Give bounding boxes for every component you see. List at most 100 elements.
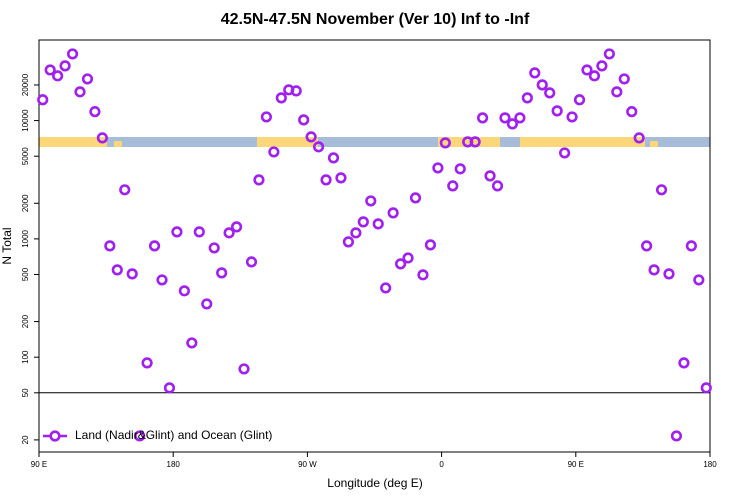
point xyxy=(588,70,601,82)
point xyxy=(66,48,79,60)
point xyxy=(104,240,116,252)
point xyxy=(201,298,213,310)
point xyxy=(223,227,235,239)
point xyxy=(52,70,64,82)
point xyxy=(230,221,243,233)
point xyxy=(335,172,347,184)
point xyxy=(641,240,653,252)
point xyxy=(573,94,586,106)
point xyxy=(186,337,198,349)
point xyxy=(44,64,56,76)
x-tick-label: 180 xyxy=(167,460,181,469)
point xyxy=(499,112,511,124)
point xyxy=(193,226,205,238)
point xyxy=(394,258,407,270)
point xyxy=(81,73,94,85)
y-axis-label: N Total xyxy=(0,227,14,264)
point xyxy=(156,274,168,286)
point xyxy=(626,106,638,118)
point xyxy=(581,64,593,76)
point xyxy=(37,94,49,106)
x-axis-label: Longitude (deg E) xyxy=(327,476,422,490)
point xyxy=(514,112,526,124)
point xyxy=(171,226,183,238)
point xyxy=(603,48,615,60)
point xyxy=(477,112,489,124)
point xyxy=(387,207,399,219)
point xyxy=(618,73,630,85)
point xyxy=(320,174,332,186)
point xyxy=(312,141,325,153)
point xyxy=(447,180,459,192)
y-tick-label: 5000 xyxy=(21,147,30,165)
point xyxy=(409,192,422,204)
land-ocean-strip xyxy=(39,137,710,147)
y-tick-label: 1000 xyxy=(21,229,30,247)
point xyxy=(134,430,146,442)
point xyxy=(238,363,250,375)
point xyxy=(424,239,437,251)
point xyxy=(544,87,556,99)
point xyxy=(357,216,369,228)
point xyxy=(126,268,138,280)
point xyxy=(372,218,384,230)
point xyxy=(566,111,578,123)
point xyxy=(648,264,660,276)
point xyxy=(559,147,571,159)
point xyxy=(327,152,340,164)
point xyxy=(529,67,541,79)
x-tick-label: 180 xyxy=(703,460,717,469)
point xyxy=(119,184,131,196)
point xyxy=(141,357,153,369)
point xyxy=(208,242,220,254)
y-tick-label: 10000 xyxy=(21,109,30,132)
point xyxy=(111,264,123,276)
point xyxy=(402,252,414,264)
point xyxy=(536,79,548,91)
point xyxy=(521,92,533,104)
point xyxy=(693,274,705,286)
point xyxy=(491,180,504,192)
point xyxy=(454,163,466,175)
point xyxy=(551,105,563,117)
point xyxy=(439,137,451,149)
point xyxy=(216,267,228,279)
point xyxy=(305,131,317,143)
point xyxy=(380,282,392,294)
point xyxy=(298,114,310,126)
point xyxy=(655,184,668,196)
point xyxy=(89,106,101,118)
legend-label: Land (Nadir&Glint) and Ocean (Glint) xyxy=(75,428,272,442)
point xyxy=(506,118,519,130)
point xyxy=(700,382,712,394)
point xyxy=(268,146,280,158)
plot-frame xyxy=(38,39,711,453)
x-tick-label: 90 W xyxy=(298,460,317,469)
point xyxy=(633,132,645,144)
y-tick-label: 20000 xyxy=(21,73,30,96)
legend-marker xyxy=(49,430,61,442)
x-tick-label: 0 xyxy=(439,460,444,469)
point xyxy=(432,162,444,174)
point xyxy=(253,174,265,186)
y-tick-label: 200 xyxy=(21,314,30,328)
x-tick-label: 90 E xyxy=(568,460,584,469)
point xyxy=(163,382,176,394)
point xyxy=(678,357,690,369)
y-tick-label: 2000 xyxy=(21,194,30,212)
chart-title: 42.5N-47.5N November (Ver 10) Inf to -In… xyxy=(221,11,530,28)
point xyxy=(290,85,302,97)
y-tick-label: 100 xyxy=(21,350,30,364)
point xyxy=(670,430,683,442)
point xyxy=(484,170,496,182)
point xyxy=(96,132,108,144)
point xyxy=(148,240,161,252)
point xyxy=(685,240,697,252)
point xyxy=(275,92,287,104)
point xyxy=(596,60,608,72)
point xyxy=(59,60,71,72)
x-tick-label: 90 E xyxy=(31,460,47,469)
point xyxy=(178,285,190,297)
point xyxy=(350,227,362,239)
